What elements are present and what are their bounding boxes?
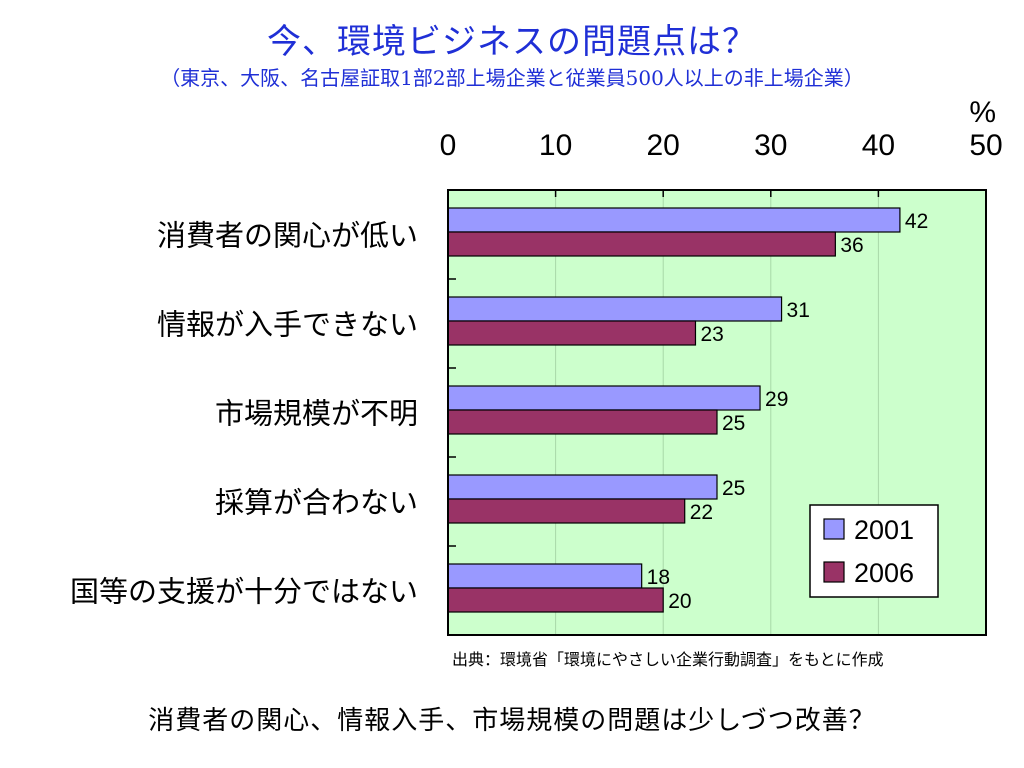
bar-2006 (447, 409, 718, 435)
bar-2006 (447, 320, 697, 346)
category-label: 消費者の関心が低い (157, 220, 418, 253)
data-label: 18 (647, 566, 670, 589)
x-tick-label: 0 (440, 129, 457, 162)
legend-label: 2006 (854, 558, 914, 588)
data-label: 23 (700, 323, 723, 346)
category-label: 国等の支援が十分ではない (70, 576, 418, 609)
category-label: 採算が合わない (215, 487, 418, 520)
data-label: 22 (690, 501, 713, 524)
page-title: 今、環境ビジネスの問題点は？ (267, 22, 757, 62)
data-label: 36 (840, 234, 863, 257)
x-tick-label: 40 (862, 129, 895, 162)
legend-swatch-2006 (823, 561, 845, 583)
bar-2001 (447, 474, 718, 500)
x-tick-label: 20 (647, 129, 680, 162)
x-tick-label: 50 (969, 129, 1002, 162)
x-tick-label: 10 (539, 129, 572, 162)
conclusion-text: 消費者の関心、情報入手、市場規模の問題は少しづつ改善？ (148, 706, 876, 736)
data-label: 20 (668, 590, 691, 613)
bar-2006 (447, 587, 664, 613)
bar-2001 (447, 563, 643, 589)
data-label: 29 (765, 388, 788, 411)
x-tick-label: 30 (754, 129, 787, 162)
bar-2006 (447, 231, 836, 257)
data-label: 25 (722, 412, 745, 435)
data-label: 42 (905, 210, 928, 233)
legend-swatch-2001 (823, 518, 845, 540)
source-note: 出典：環境省「環境にやさしい企業行動調査」をもとに作成 (452, 650, 884, 669)
data-label: 31 (787, 299, 810, 322)
category-label: 市場規模が不明 (215, 398, 418, 431)
unit-label: % (969, 96, 996, 129)
bar-2006 (447, 498, 686, 524)
category-label: 情報が入手できない (157, 309, 418, 342)
legend-label: 2001 (854, 515, 914, 545)
page-subtitle: （東京、大阪、名古屋証取1部2部上場企業と従業員500人以上の非上場企業） (160, 66, 864, 90)
bar-2001 (447, 207, 901, 233)
data-label: 25 (722, 477, 745, 500)
bar-2001 (447, 296, 783, 322)
bar-2001 (447, 385, 761, 411)
plot-border (447, 189, 987, 636)
